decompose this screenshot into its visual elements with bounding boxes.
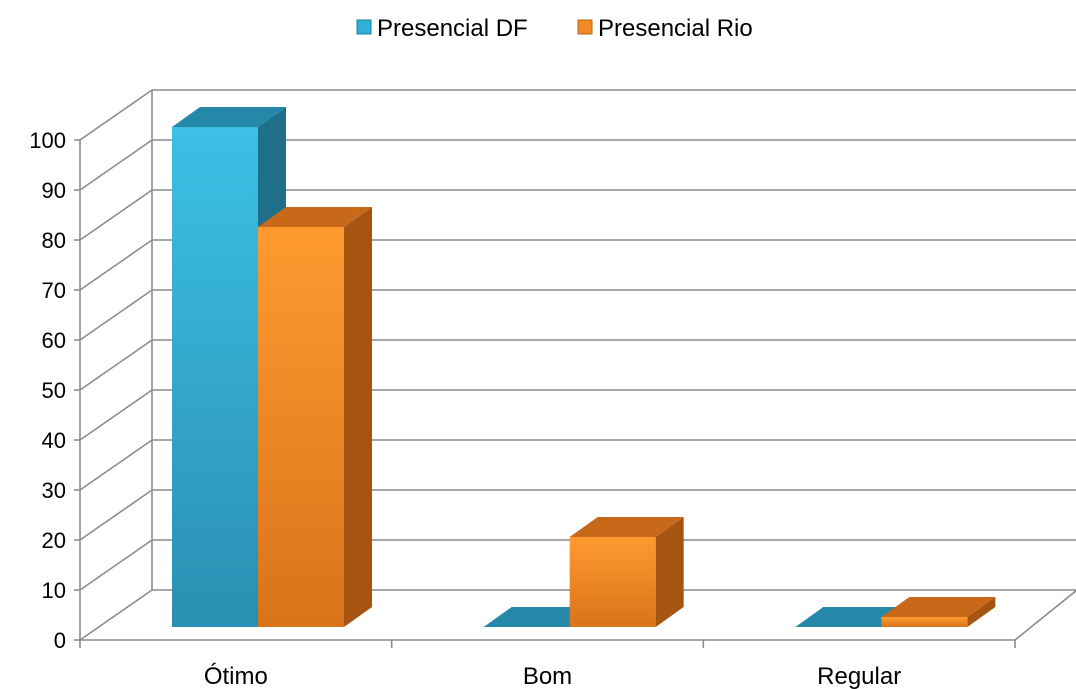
y-tick-label: 10 bbox=[42, 578, 66, 603]
bar bbox=[795, 607, 910, 627]
label-layer: 0 10 20 30 40 50 60 70 80 90 100 Ótimo Bom Regular bbox=[29, 128, 901, 689]
bar bbox=[569, 517, 684, 627]
x-category-label: Bom bbox=[523, 663, 572, 689]
legend-swatch-presencial-df bbox=[356, 19, 372, 35]
bar bbox=[258, 207, 372, 627]
legend-label-presencial-df: Presencial DF bbox=[377, 15, 528, 42]
bar bbox=[881, 597, 996, 627]
bar-top bbox=[881, 597, 996, 617]
x-category-label: Regular bbox=[817, 663, 901, 689]
bar-top bbox=[483, 607, 598, 627]
axis-layer bbox=[74, 139, 1076, 648]
bar-top bbox=[795, 607, 910, 627]
y-tick-label: 20 bbox=[42, 528, 66, 553]
bar-side bbox=[967, 597, 996, 627]
x-category-label: Ótimo bbox=[204, 663, 268, 689]
y-tick-label: 50 bbox=[42, 378, 66, 403]
bar-front bbox=[881, 617, 968, 627]
bar-layer bbox=[172, 107, 996, 627]
bar bbox=[483, 607, 598, 627]
bar-side bbox=[344, 207, 372, 627]
y-tick-label: 70 bbox=[42, 278, 66, 303]
bar-front bbox=[172, 127, 258, 627]
grid-layer bbox=[79, 89, 1076, 641]
y-tick-label: 60 bbox=[42, 328, 66, 353]
y-tick-label: 40 bbox=[42, 428, 66, 453]
bar-top bbox=[258, 207, 372, 227]
y-tick-label: 80 bbox=[42, 228, 66, 253]
bar-front bbox=[569, 537, 656, 627]
bar-side bbox=[655, 517, 684, 627]
floor-right-edge bbox=[1014, 589, 1076, 641]
bar-front bbox=[258, 227, 344, 627]
y-tick-label: 90 bbox=[42, 178, 66, 203]
y-tick-label: 100 bbox=[29, 128, 66, 153]
bar-top bbox=[172, 107, 286, 127]
legend: Presencial DF Presencial Rio bbox=[356, 15, 753, 42]
y-tick-label: 0 bbox=[54, 628, 66, 653]
legend-label-presencial-rio: Presencial Rio bbox=[598, 15, 753, 42]
bar-top bbox=[569, 517, 684, 537]
legend-swatch-presencial-rio bbox=[577, 19, 593, 35]
y-tick-label: 30 bbox=[42, 478, 66, 503]
